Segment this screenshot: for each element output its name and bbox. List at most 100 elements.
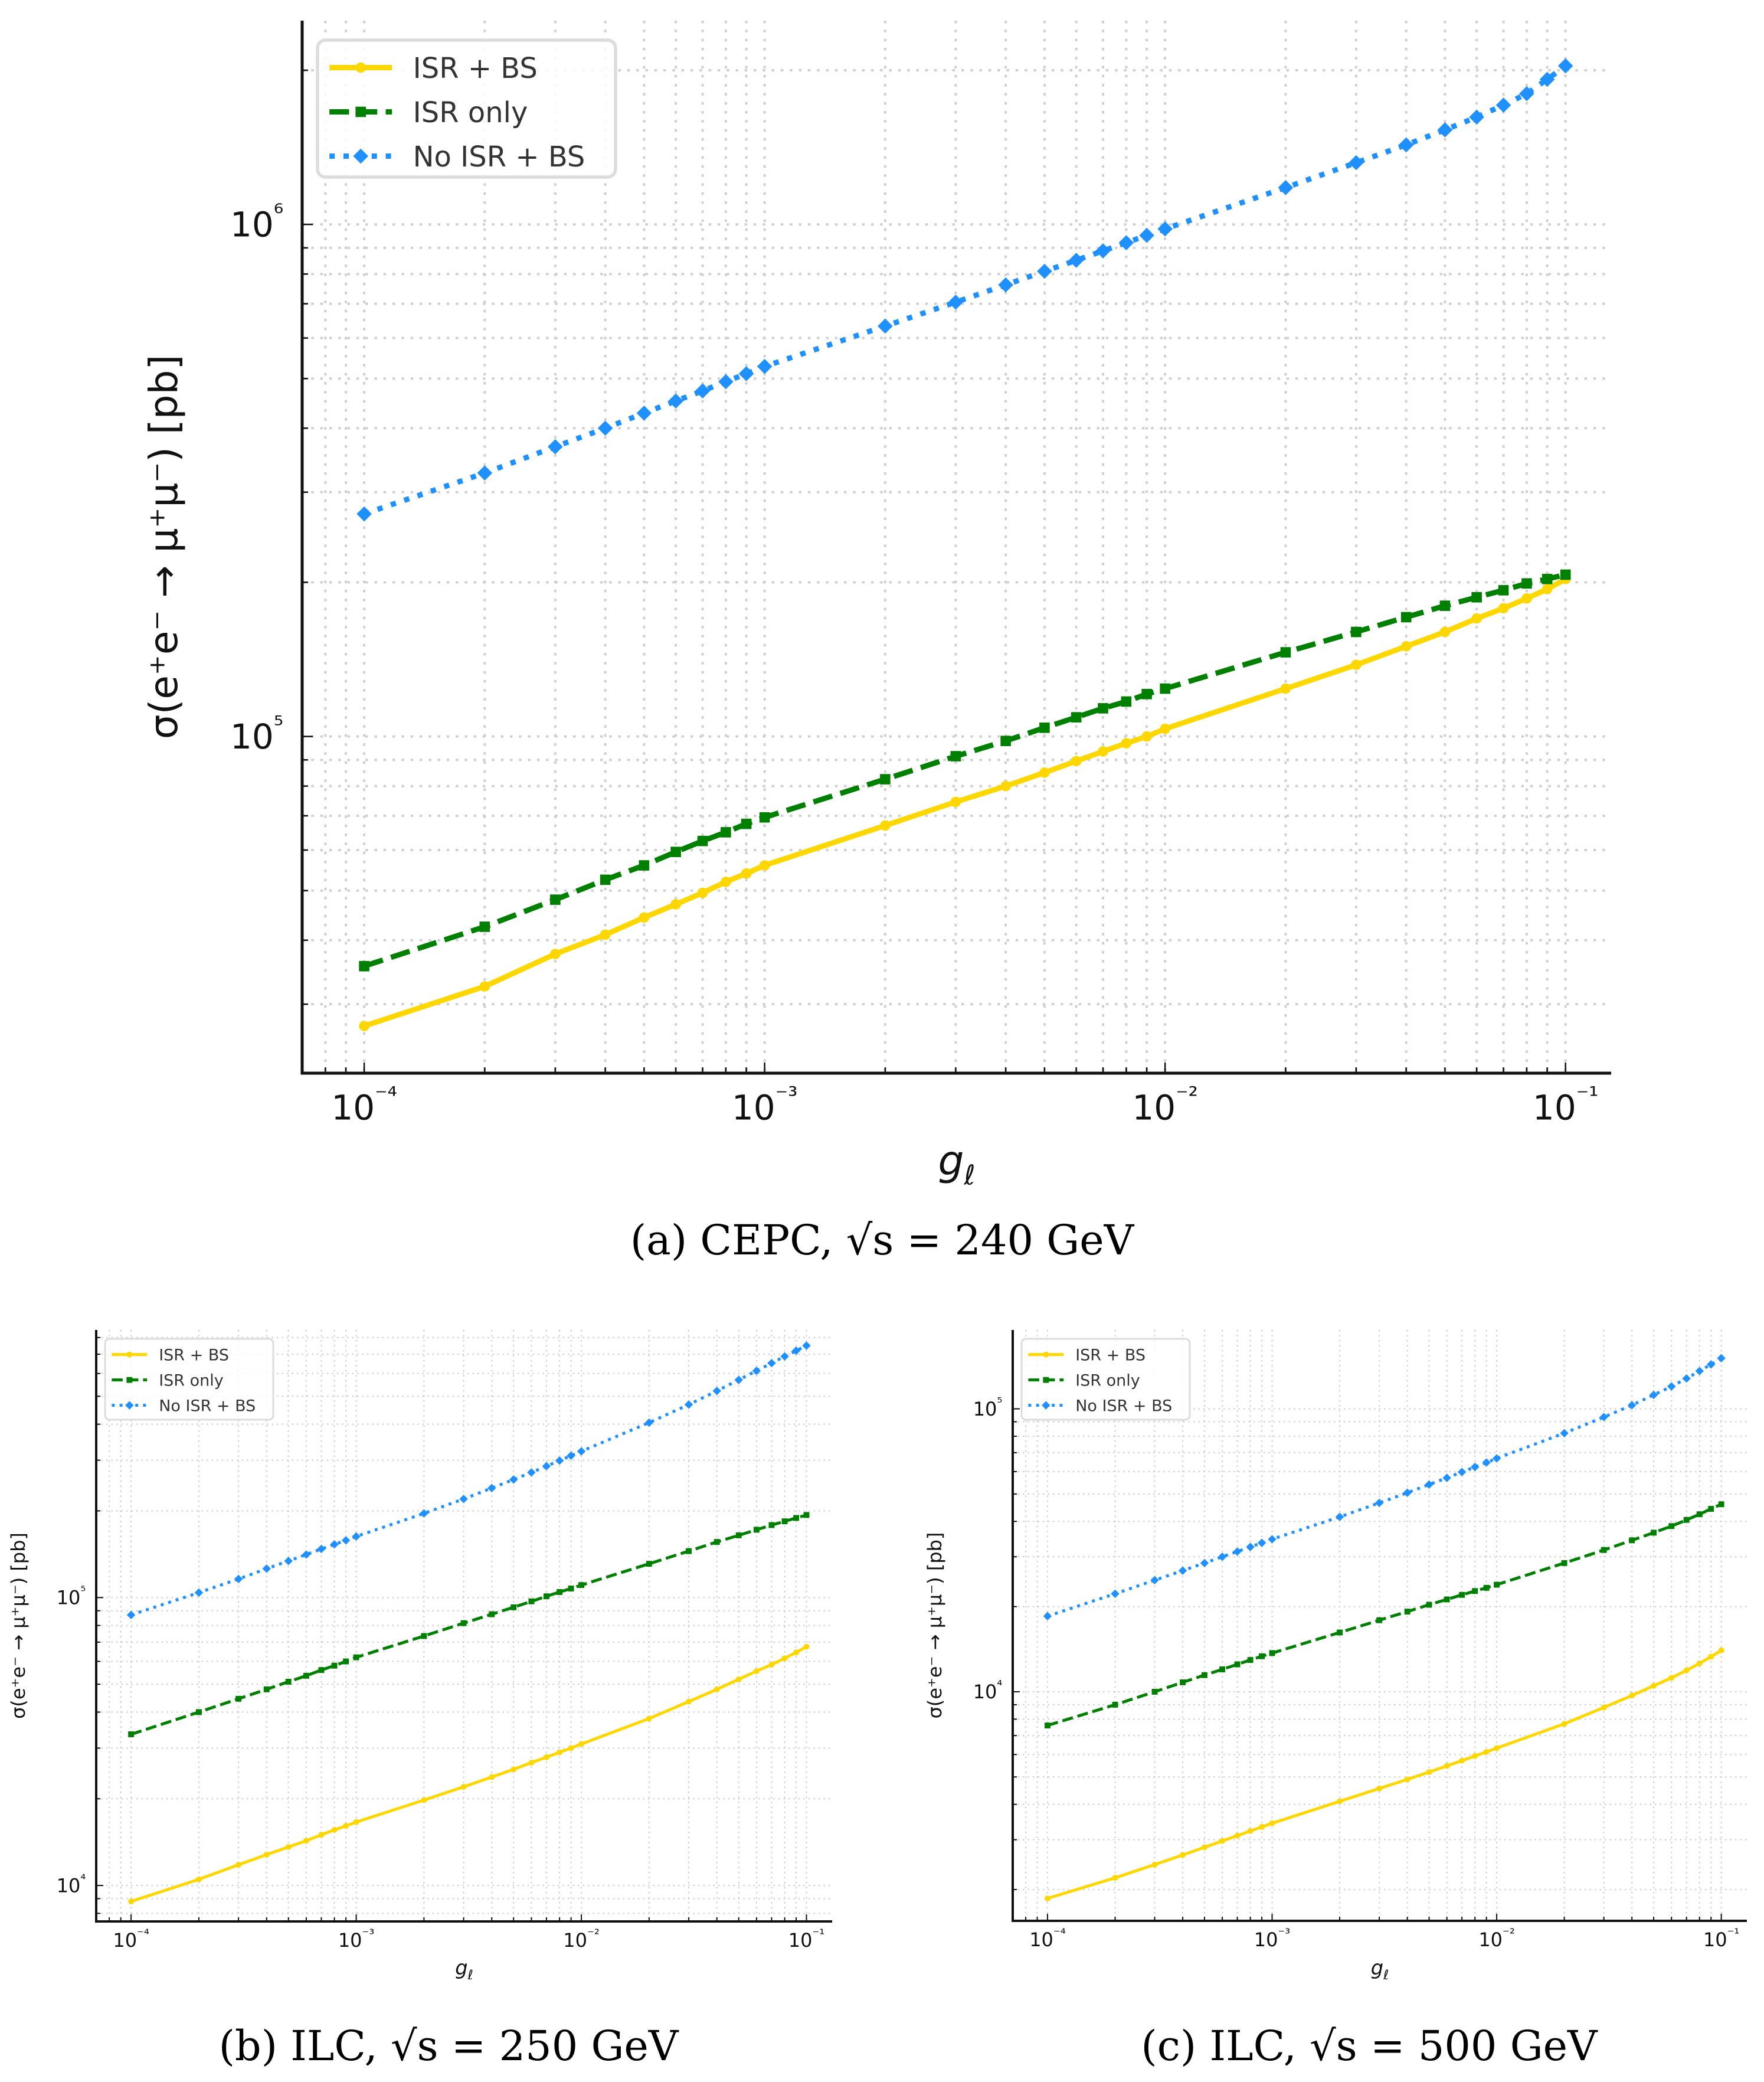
data-point <box>1141 688 1152 700</box>
x-axis-title: gℓ <box>1371 1956 1389 1983</box>
data-point <box>1403 1488 1412 1498</box>
data-point <box>1044 1723 1050 1728</box>
data-point <box>1246 1542 1255 1551</box>
legend-frame <box>1020 1338 1191 1421</box>
data-point <box>1349 155 1364 171</box>
data-point <box>1121 738 1132 749</box>
data-point <box>557 1749 563 1756</box>
data-point <box>753 1527 760 1533</box>
data-point <box>544 1754 549 1760</box>
data-point <box>567 1451 575 1460</box>
x-tick-label-base: 10 <box>563 1929 587 1952</box>
data-point <box>1259 1653 1265 1659</box>
x-tick-label: 10⁻³ <box>1254 1926 1291 1951</box>
data-point <box>1542 574 1553 584</box>
data-point <box>477 465 493 481</box>
data-point <box>686 1548 692 1554</box>
grid-a <box>300 21 1611 1073</box>
series-line <box>363 572 1566 969</box>
data-point <box>1160 723 1170 734</box>
legend-frame <box>104 1338 274 1421</box>
data-point <box>578 1582 585 1589</box>
data-point <box>948 295 964 310</box>
data-point <box>1561 1560 1567 1566</box>
data-point <box>527 1468 536 1477</box>
x-tick-label-base: 10 <box>1703 1929 1727 1951</box>
x-axis-title-sub: ℓ <box>1383 1967 1389 1983</box>
data-point <box>753 1668 760 1674</box>
x-axis-title-sub: ℓ <box>963 1159 975 1191</box>
data-point <box>284 1557 293 1565</box>
y-tick-label-base: 10 <box>973 1681 997 1703</box>
y-tick-label-base: 10 <box>973 1398 997 1420</box>
data-point <box>1280 683 1291 694</box>
data-point <box>557 1589 563 1595</box>
x-axis-title-base: g <box>938 1138 964 1185</box>
data-point <box>1707 1360 1716 1369</box>
data-point <box>803 1512 810 1518</box>
data-point <box>353 1654 359 1661</box>
data-point <box>721 877 731 887</box>
data-point <box>1439 626 1451 638</box>
data-point <box>1068 253 1084 268</box>
data-point <box>128 1898 135 1905</box>
data-point <box>1521 578 1532 589</box>
data-point <box>781 1655 788 1662</box>
data-point <box>1494 1581 1500 1588</box>
data-point <box>1219 1838 1226 1844</box>
data-point <box>1178 1566 1187 1575</box>
data-point <box>1337 1798 1343 1805</box>
x-tick-label: 10⁻² <box>563 1927 600 1952</box>
data-point <box>459 1495 468 1504</box>
data-point <box>1469 109 1484 125</box>
series-line <box>130 1645 807 1903</box>
data-point <box>697 835 708 846</box>
data-point <box>421 1797 427 1803</box>
caption-b: (b) ILC, √s = 250 GeV <box>218 2022 679 2070</box>
data-point <box>487 1483 496 1493</box>
y-tick-label-exp: ⁵ <box>997 1395 1002 1410</box>
data-point <box>1682 1374 1691 1383</box>
data-point <box>1459 1757 1465 1764</box>
data-point <box>356 506 372 522</box>
data-point <box>1439 600 1451 611</box>
data-point <box>1483 1748 1490 1755</box>
data-point <box>194 1588 204 1597</box>
data-point <box>1039 767 1050 778</box>
x-tick-label-exp: ⁻⁴ <box>375 1081 397 1110</box>
data-point <box>479 981 490 992</box>
data-point <box>1426 1769 1432 1775</box>
data-point <box>544 1593 549 1600</box>
y-tick-label-base: 10 <box>230 717 274 757</box>
data-point <box>803 1643 810 1650</box>
data-point <box>510 1766 517 1773</box>
y-axis-title: σ(e⁺e⁻ → μ⁺μ⁻) [pb] <box>7 1532 30 1719</box>
series-no-isr-bs <box>126 1341 811 1620</box>
data-point <box>1234 1832 1241 1839</box>
data-point <box>285 1678 292 1685</box>
legend-label: ISR + BS <box>159 1346 229 1364</box>
data-point <box>1668 1675 1675 1681</box>
data-point <box>1708 1653 1714 1660</box>
y-tick-label-exp: ⁵ <box>80 1584 86 1599</box>
data-point <box>950 751 961 761</box>
legend-label: ISR only <box>413 96 528 129</box>
data-point <box>1404 1776 1410 1783</box>
data-point <box>1071 756 1082 767</box>
data-point <box>878 318 893 334</box>
data-point <box>578 1741 585 1747</box>
legend-marker <box>1043 1351 1049 1358</box>
data-point <box>1708 1506 1714 1512</box>
data-point <box>1471 592 1482 603</box>
x-tick-label: 10⁻⁴ <box>113 1927 149 1952</box>
x-tick-label-base: 10 <box>1132 1087 1176 1127</box>
x-tick-label-exp: ⁻² <box>587 1927 600 1942</box>
data-point <box>721 827 731 838</box>
x-tick-label-base: 10 <box>1029 1929 1053 1951</box>
x-tick-label: 10⁻⁴ <box>1029 1926 1066 1951</box>
legend-label: ISR only <box>159 1371 224 1390</box>
x-tick-label-exp: ⁻¹ <box>1727 1926 1740 1942</box>
grid-c <box>1012 1330 1747 1921</box>
